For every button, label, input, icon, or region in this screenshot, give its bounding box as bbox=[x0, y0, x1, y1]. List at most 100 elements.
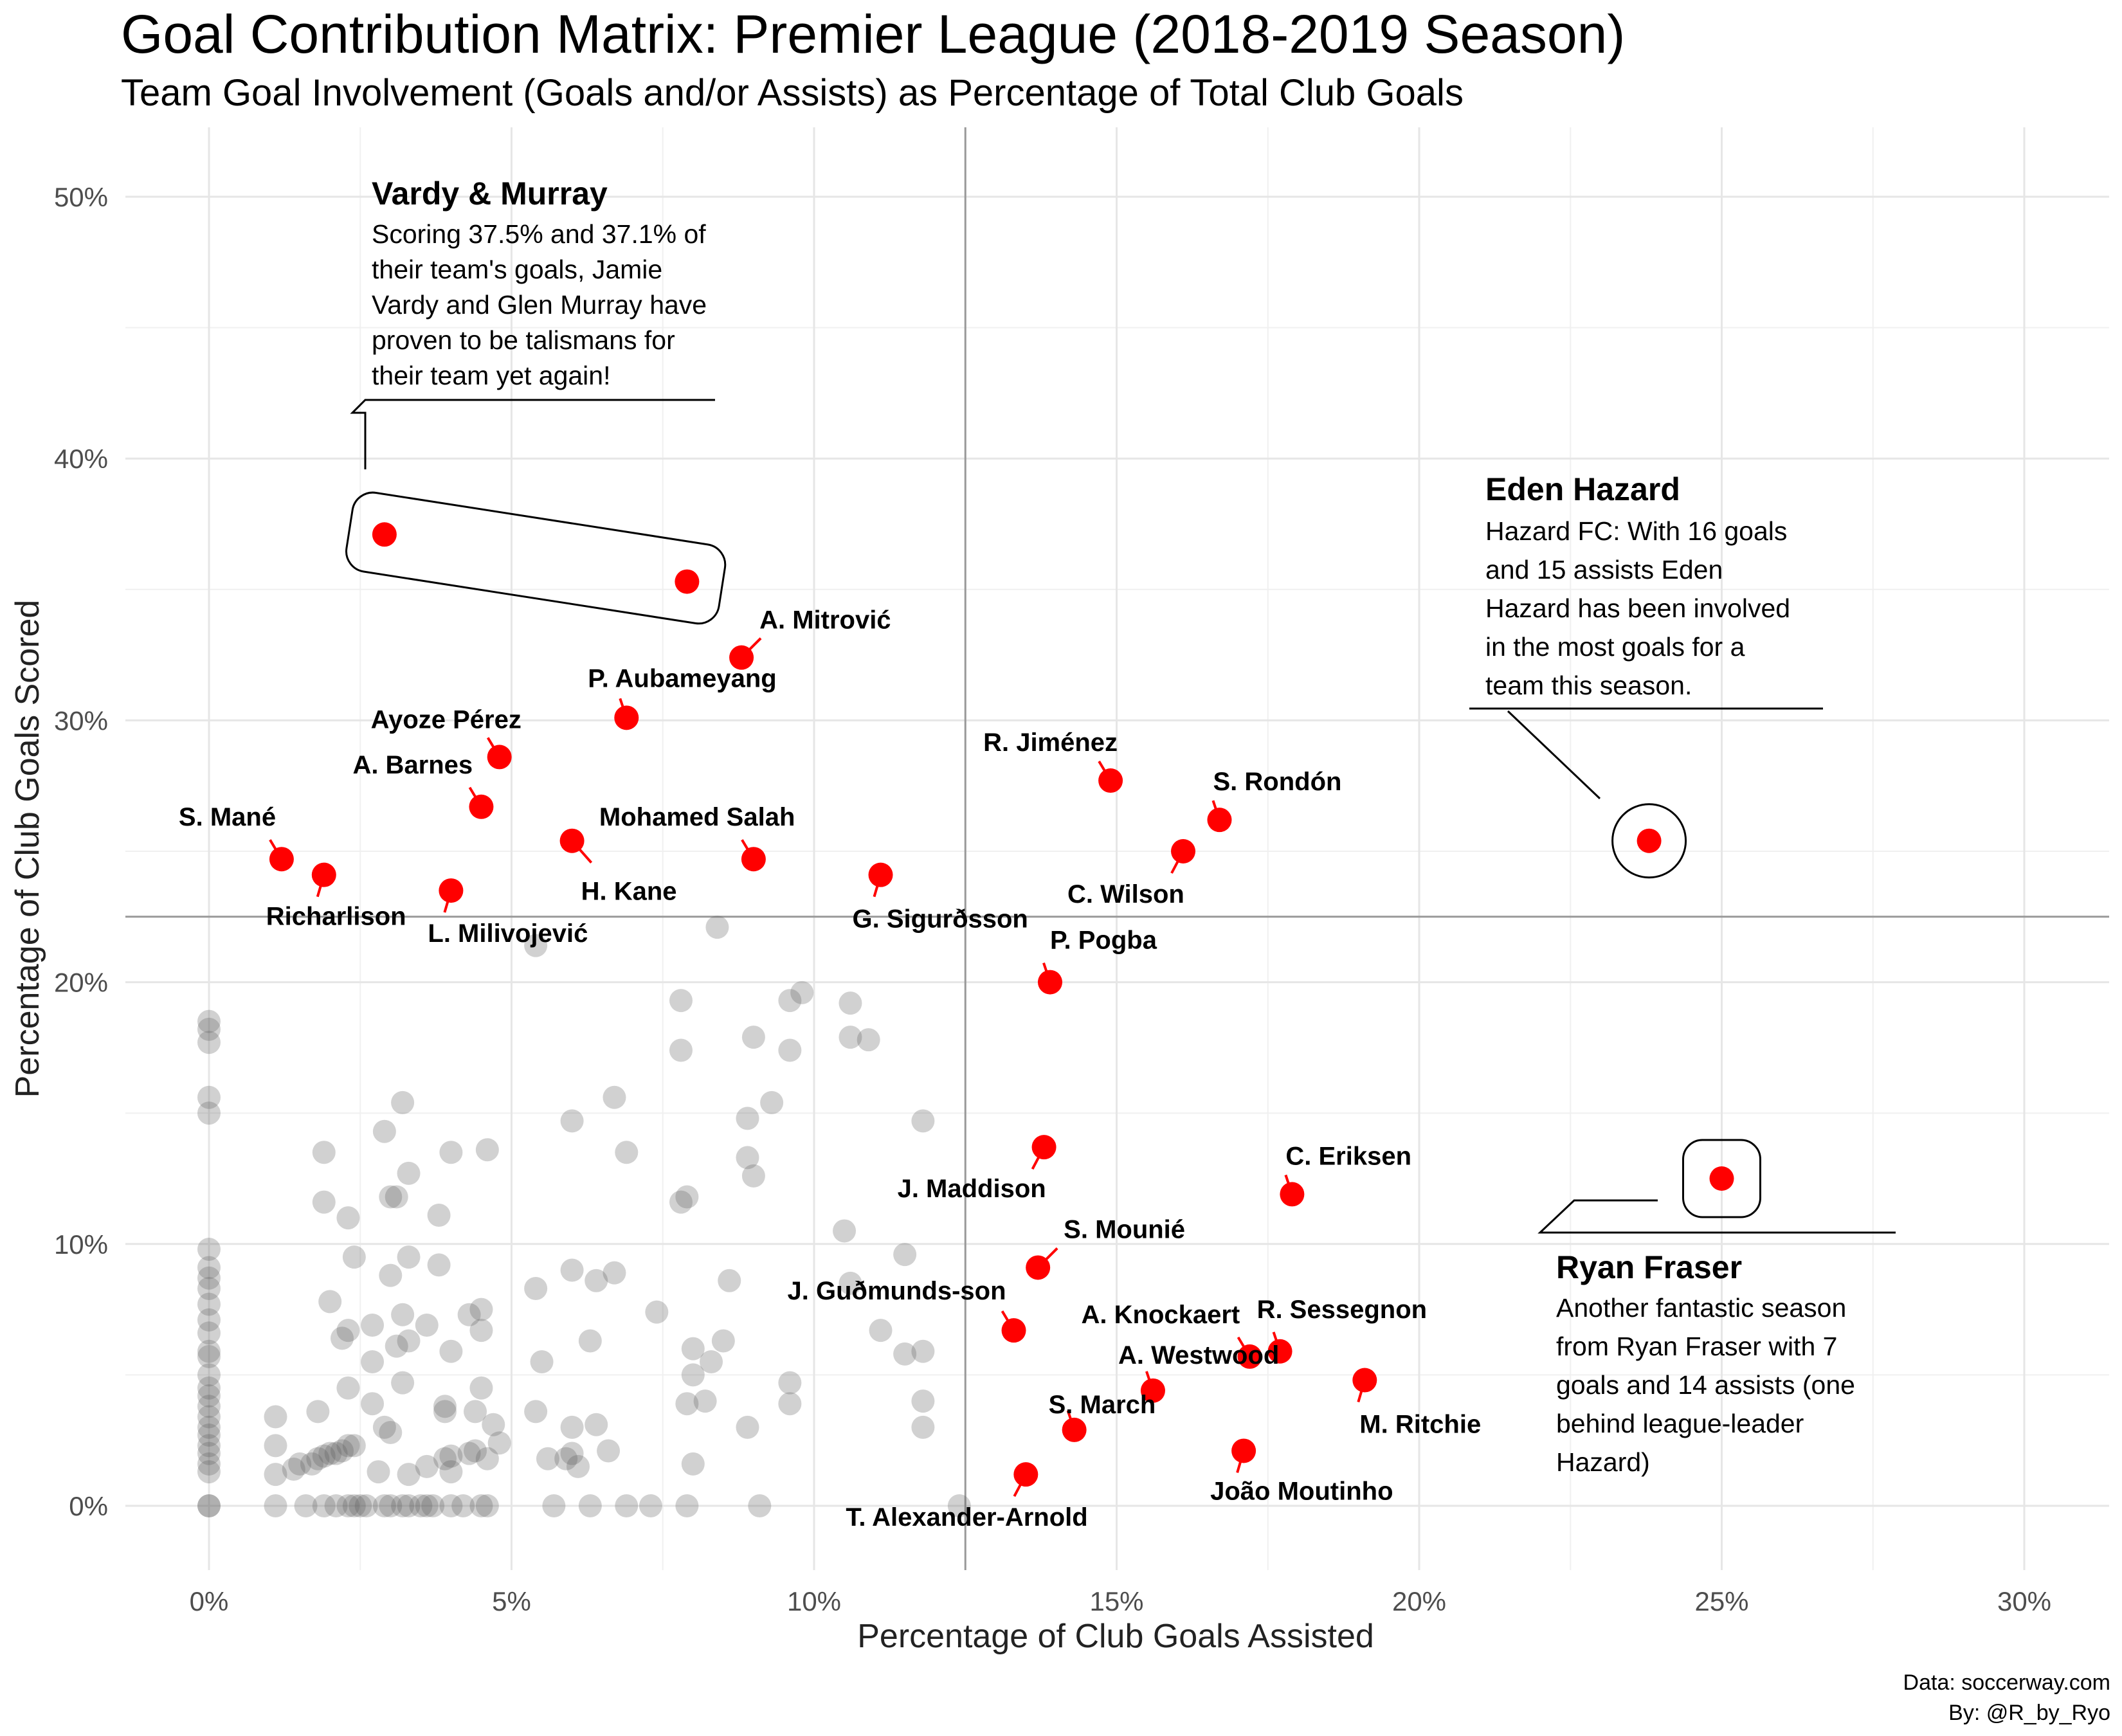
background-point bbox=[379, 1420, 403, 1444]
background-point bbox=[306, 1447, 330, 1470]
x-tick-label: 30% bbox=[1997, 1586, 2051, 1616]
background-point bbox=[433, 1395, 457, 1418]
background-point bbox=[197, 1266, 221, 1290]
background-point bbox=[197, 1494, 221, 1517]
x-tick-label: 20% bbox=[1392, 1586, 1446, 1616]
background-point bbox=[197, 1384, 221, 1407]
background-point bbox=[197, 1460, 221, 1484]
background-point bbox=[615, 1141, 639, 1164]
background-point bbox=[439, 1460, 463, 1484]
x-tick-label: 5% bbox=[492, 1586, 531, 1616]
background-point bbox=[718, 1269, 741, 1292]
background-point bbox=[331, 1326, 354, 1350]
y-tick-label: 10% bbox=[54, 1229, 108, 1260]
annotation-line: proven to be talismans for bbox=[372, 325, 675, 355]
background-point bbox=[778, 1371, 802, 1395]
annotation-line: Scoring 37.5% and 37.1% of bbox=[372, 219, 706, 249]
annotation-line: Hazard) bbox=[1556, 1447, 1650, 1477]
highlighted-point bbox=[439, 878, 464, 903]
point-label: A. Mitrović bbox=[759, 606, 891, 635]
background-point bbox=[324, 1494, 348, 1517]
background-point bbox=[857, 1028, 880, 1052]
background-point bbox=[675, 1392, 699, 1416]
background-point bbox=[354, 1494, 378, 1517]
background-point bbox=[439, 1494, 463, 1517]
highlighted-point bbox=[1267, 1339, 1292, 1364]
axis-ticks: 0% 5% 10% 15% 20% 25% 30% 0% 10% 20% 30% 40% 50% bbox=[54, 182, 2051, 1616]
background-point bbox=[415, 1494, 439, 1517]
background-point bbox=[197, 1363, 221, 1387]
background-point bbox=[760, 1090, 784, 1114]
background-point bbox=[433, 1447, 457, 1470]
reference-lines bbox=[125, 127, 2109, 1570]
point-label: G. Sigurðsson bbox=[853, 905, 1028, 934]
background-point bbox=[567, 1454, 590, 1478]
background-point bbox=[367, 1460, 390, 1484]
background-point bbox=[391, 1494, 415, 1517]
background-point bbox=[482, 1413, 505, 1436]
background-point bbox=[839, 1026, 862, 1049]
point-label: M. Ritchie bbox=[1359, 1411, 1481, 1439]
callout-circle-hazard bbox=[1611, 803, 1687, 879]
background-point bbox=[911, 1109, 935, 1133]
background-point bbox=[839, 991, 862, 1015]
highlighted-point bbox=[729, 645, 754, 670]
background-point bbox=[869, 1319, 893, 1343]
background-point bbox=[560, 1109, 584, 1133]
background-point bbox=[197, 1308, 221, 1332]
background-point bbox=[669, 1038, 693, 1062]
background-point bbox=[469, 1319, 493, 1343]
background-point bbox=[372, 1415, 396, 1439]
background-point bbox=[294, 1494, 318, 1517]
background-point bbox=[681, 1452, 705, 1476]
highlighted-point bbox=[1062, 1417, 1087, 1442]
background-point bbox=[264, 1405, 287, 1429]
background-point bbox=[693, 1389, 717, 1413]
annotation-line: Another fantastic season bbox=[1556, 1293, 1846, 1323]
point-label: H. Kane bbox=[581, 878, 677, 906]
background-point bbox=[312, 1190, 336, 1214]
background-point bbox=[349, 1494, 372, 1517]
background-point bbox=[736, 1146, 759, 1170]
point-label: S. March bbox=[1049, 1391, 1156, 1419]
x-tick-label: 25% bbox=[1694, 1586, 1748, 1616]
annotation-line: Hazard has been involved bbox=[1485, 593, 1790, 623]
background-point bbox=[391, 1090, 415, 1114]
point-label: Richarlison bbox=[266, 903, 406, 931]
highlighted-point bbox=[1637, 828, 1662, 853]
background-point bbox=[736, 1107, 759, 1130]
background-point bbox=[342, 1245, 366, 1269]
annotation-line: Vardy and Glen Murray have bbox=[372, 290, 707, 320]
background-point bbox=[675, 1185, 699, 1209]
background-point bbox=[197, 1031, 221, 1054]
background-point bbox=[554, 1447, 578, 1470]
background-point bbox=[700, 1350, 723, 1374]
background-point bbox=[197, 1452, 221, 1476]
background-point bbox=[487, 1431, 511, 1455]
point-label: P. Pogba bbox=[1050, 927, 1157, 955]
annotation-line: their team yet again! bbox=[372, 361, 610, 390]
point-labels: A. Mitrović P. Aubameyang Ayoze Pérez A. Ba… bbox=[179, 606, 1481, 1532]
background-point bbox=[379, 1185, 403, 1209]
background-point bbox=[464, 1400, 487, 1424]
background-point bbox=[197, 1434, 221, 1458]
point-label: S. Mounié bbox=[1064, 1215, 1185, 1243]
background-point bbox=[415, 1314, 439, 1337]
annotation-line: Hazard FC: With 16 goals bbox=[1485, 516, 1787, 546]
point-label: L. Milivojević bbox=[428, 919, 588, 948]
background-point bbox=[197, 1339, 221, 1363]
highlighted-point bbox=[1098, 768, 1123, 793]
background-point bbox=[197, 1085, 221, 1109]
background-point bbox=[705, 916, 729, 939]
grid bbox=[125, 127, 2109, 1570]
annotation-eden-hazard: Eden Hazard Hazard FC: With 16 goals and… bbox=[1485, 471, 1790, 700]
annotation-title: Vardy & Murray bbox=[372, 176, 608, 212]
background-point bbox=[560, 1415, 584, 1439]
callout-pointer-hazard bbox=[1507, 710, 1601, 800]
highlighted-point bbox=[1231, 1438, 1256, 1463]
background-point bbox=[669, 989, 693, 1013]
background-point bbox=[639, 1494, 662, 1517]
background-point bbox=[197, 1424, 221, 1447]
annotation-vardy-murray: Vardy & Murray Scoring 37.5% and 37.1% o… bbox=[372, 176, 707, 390]
